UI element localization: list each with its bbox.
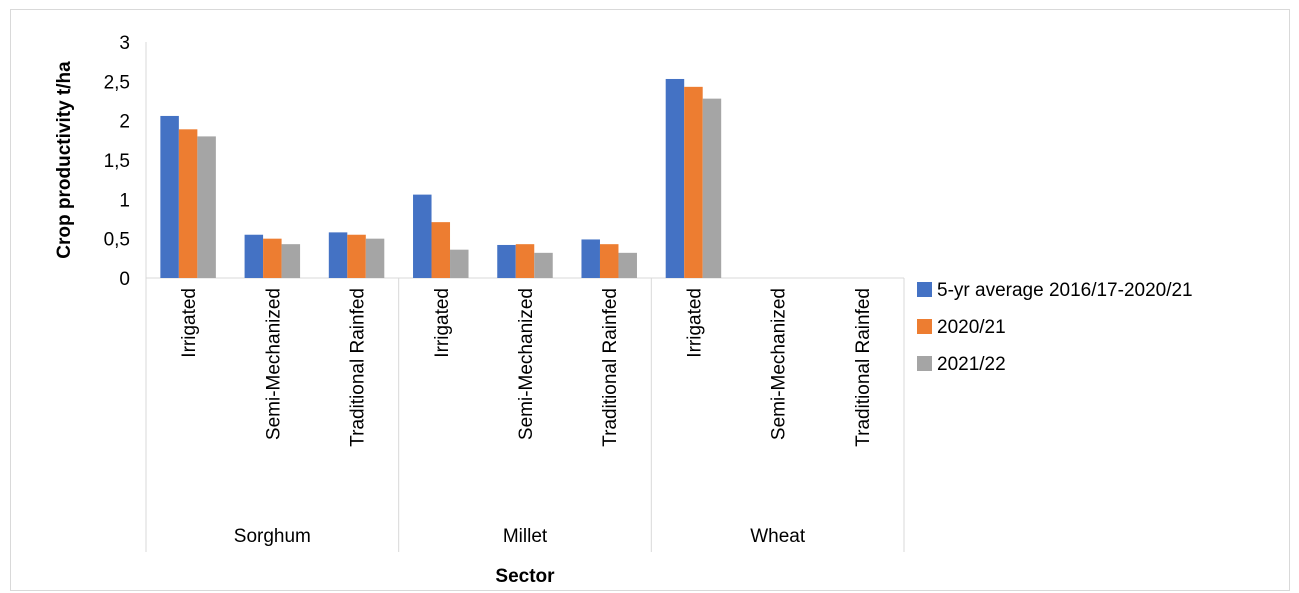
x-axis-title: Sector (495, 566, 555, 587)
x-group-label: Sorghum (234, 526, 311, 547)
y-tick-labels: 0 0,5 1 1,5 2 2,5 3 (104, 33, 130, 290)
bar-series-1 (413, 194, 432, 278)
bar-series-2 (599, 244, 619, 278)
bar-series-1 (581, 239, 600, 278)
x-category-label: Irrigated (684, 288, 705, 358)
y-tick-label: 1,5 (104, 151, 130, 172)
bar-series-3 (534, 252, 553, 278)
x-category-label: Semi-Mechanized (263, 288, 284, 440)
bar-series-3 (197, 136, 216, 278)
bar-series-1 (244, 234, 264, 278)
legend-label: 2020/21 (937, 317, 1006, 338)
x-category-label: Semi-Mechanized (769, 288, 790, 440)
legend-swatch (917, 356, 932, 371)
bar-series-1 (497, 244, 516, 278)
bar-series-2 (347, 234, 366, 278)
x-group-label: Millet (503, 526, 548, 547)
x-category-label: Irrigated (432, 288, 453, 358)
bar-series-2 (515, 244, 535, 278)
bar-series-2 (684, 86, 703, 278)
bar-series-3 (702, 98, 722, 278)
y-tick-label: 1 (119, 190, 130, 211)
bar-series-3 (450, 249, 469, 278)
y-tick-label: 2 (119, 112, 130, 133)
bar-series-1 (160, 115, 179, 279)
bar-series-2 (431, 222, 451, 278)
bars (160, 78, 722, 279)
bar-series-3 (618, 252, 637, 278)
x-category-label: Traditional Rainfed (853, 288, 874, 447)
bar-series-1 (665, 78, 685, 279)
y-tick-label: 0 (119, 269, 130, 290)
x-category-label: Traditional Rainfed (348, 288, 369, 447)
x-category-label: Semi-Mechanized (516, 288, 537, 440)
y-axis-title: Crop productivity t/ha (54, 61, 75, 259)
y-tick-label: 3 (119, 33, 130, 54)
y-tick-label: 2,5 (104, 72, 130, 93)
bar-series-1 (328, 232, 348, 278)
bar-series-3 (281, 244, 301, 278)
legend: 5-yr average 2016/17-2020/21 2020/21 2021/… (917, 280, 1193, 375)
x-category-labels: Irrigated Semi-Mechanized Traditional Rain… (179, 288, 874, 447)
chart-frame (10, 9, 1290, 591)
legend-label: 5-yr average 2016/17-2020/21 (937, 280, 1193, 301)
x-category-label: Traditional Rainfed (600, 288, 621, 447)
x-group-labels: Sorghum Millet Wheat (145, 278, 905, 552)
bar-series-3 (365, 238, 385, 278)
x-group-label: Wheat (750, 526, 806, 547)
y-tick-label: 0,5 (104, 230, 130, 251)
legend-label: 2021/22 (937, 354, 1006, 375)
bar-series-2 (178, 129, 198, 278)
x-category-label: Irrigated (179, 288, 200, 358)
legend-swatch (917, 282, 932, 297)
bar-series-2 (263, 238, 282, 278)
legend-swatch (917, 319, 932, 334)
